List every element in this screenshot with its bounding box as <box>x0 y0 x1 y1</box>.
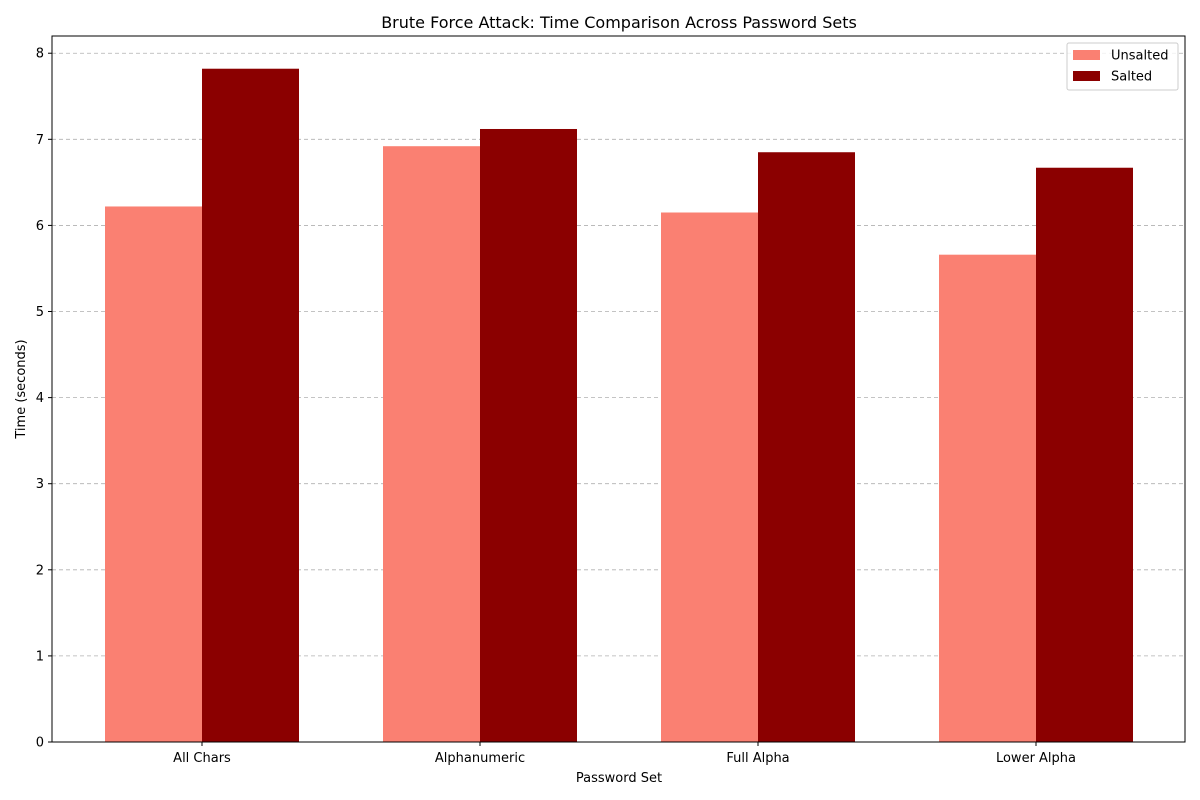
chart-title: Brute Force Attack: Time Comparison Acro… <box>381 13 857 32</box>
legend-label-unsalted: Unsalted <box>1111 49 1168 64</box>
y-axis-label: Time (seconds) <box>14 339 29 439</box>
bar-unsalted-lower-alpha <box>939 254 1036 742</box>
bar-unsalted-all-chars <box>105 206 202 743</box>
bar-salted-all-chars <box>202 68 299 743</box>
bar-salted-alphanumeric <box>480 128 577 743</box>
x-tick-label: Lower Alpha <box>996 751 1076 766</box>
x-tick-label: All Chars <box>173 751 231 766</box>
bar-salted-lower-alpha <box>1036 167 1133 743</box>
x-tick-label: Full Alpha <box>726 751 789 766</box>
legend-swatch-salted <box>1073 71 1100 81</box>
y-tick-label: 8 <box>36 47 44 62</box>
bars <box>105 68 1133 743</box>
y-tick-label: 4 <box>36 391 44 406</box>
bar-unsalted-full-alpha <box>661 212 758 742</box>
legend-swatch-unsalted <box>1073 50 1100 60</box>
y-tick-label: 1 <box>36 649 44 664</box>
bar-unsalted-alphanumeric <box>383 146 480 742</box>
plot-frame <box>51 35 1186 743</box>
x-axis-label: Password Set <box>576 771 662 786</box>
y-axis: 0 1 2 3 4 5 6 7 8 <box>36 47 52 751</box>
y-tick-label: 7 <box>36 133 44 148</box>
y-tick-label: 0 <box>36 736 44 751</box>
y-tick-label: 5 <box>36 305 44 320</box>
y-tick-label: 6 <box>36 219 44 234</box>
bar-salted-full-alpha <box>758 152 855 743</box>
y-tick-label: 3 <box>36 477 44 492</box>
y-tick-label: 2 <box>36 563 44 578</box>
legend-label-salted: Salted <box>1111 70 1152 85</box>
x-axis: All Chars Alphanumeric Full Alpha Lower Alp… <box>173 742 1076 766</box>
x-tick-label: Alphanumeric <box>435 751 525 766</box>
legend: Unsalted Salted <box>1066 42 1179 91</box>
